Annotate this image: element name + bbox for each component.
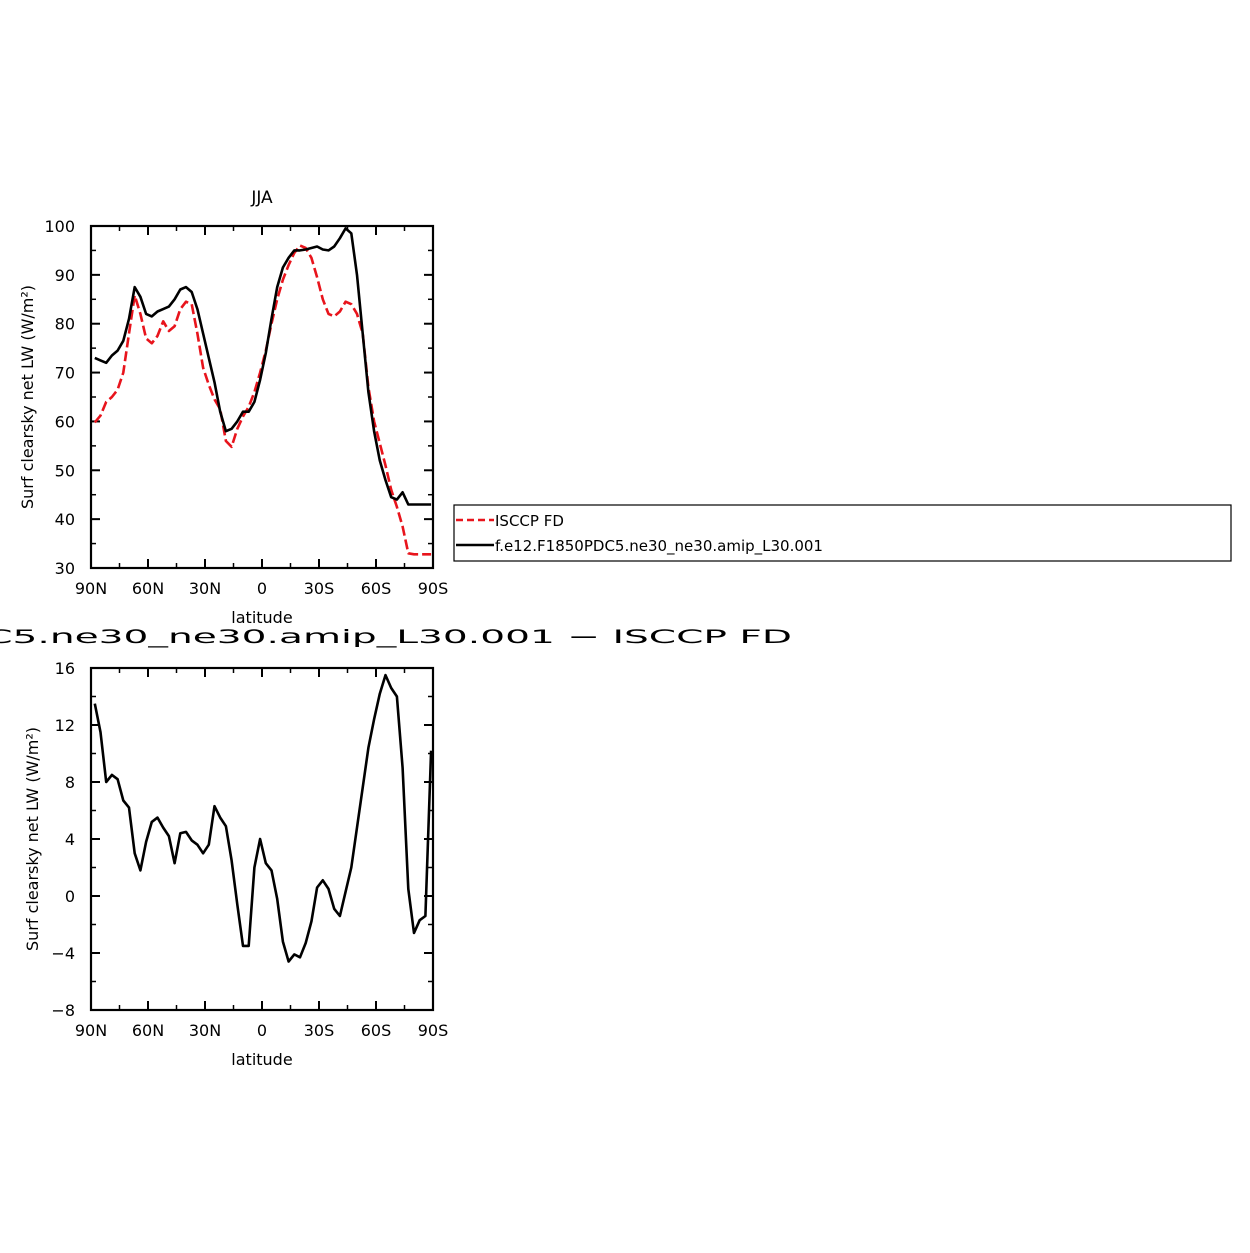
bottom-panel-series-line-0: [93, 673, 433, 963]
bottom-panel-xtick-label: 30N: [189, 1021, 221, 1040]
bottom-panel-xtick-label: 90N: [75, 1021, 107, 1040]
bottom-panel-ytick-label: 4: [65, 830, 75, 849]
bottom-panel-series: [93, 673, 433, 963]
bottom-panel-xtick-label: 60N: [132, 1021, 164, 1040]
bottom-panel-ticks: 90N 60N 30N 0 30S 60S 90S −8 −4 0 4 8 12 16: [51, 659, 448, 1040]
bottom-panel-ytick-label: 12: [55, 716, 75, 735]
top-panel-xtick-label: 90N: [75, 579, 107, 598]
top-panel-series: [93, 227, 432, 556]
bottom-panel-ytick-label: 0: [65, 887, 75, 906]
top-panel-xtick-label: 60N: [132, 579, 164, 598]
top-panel-ytick-label: 40: [55, 510, 75, 529]
bottom-panel-xtick-label: 30S: [304, 1021, 335, 1040]
bottom-panel-xtick-label: 0: [257, 1021, 267, 1040]
bottom-panel-frame: [89, 666, 435, 1012]
top-panel-ytick-label: 100: [44, 217, 75, 236]
legend: ISCCP FD f.e12.F1850PDC5.ne30_ne30.amip_…: [453, 504, 1232, 562]
top-panel-series-line-0: [93, 244, 432, 556]
top-panel-frame: [89, 224, 435, 570]
top-panel-xtick-label: 0: [257, 579, 267, 598]
bottom-panel-xtick-label: 90S: [418, 1021, 449, 1040]
bottom-panel: f.e12.F1850PDC5.ne30_ne30.amip_L30.001 −…: [0, 626, 792, 1069]
bottom-panel-xlabel: latitude: [231, 1050, 292, 1069]
legend-box: [453, 504, 1232, 562]
legend-label-model: f.e12.F1850PDC5.ne30_ne30.amip_L30.001: [495, 537, 823, 556]
bottom-panel-ytick-label: 8: [65, 773, 75, 792]
top-panel-xlabel: latitude: [231, 608, 292, 627]
top-panel-xtick-label: 60S: [361, 579, 392, 598]
top-panel-ylabel: Surf clearsky net LW (W/m²): [18, 285, 37, 509]
top-panel-xtick-label: 30S: [304, 579, 335, 598]
top-panel-ytick-label: 90: [55, 266, 75, 285]
bottom-panel-ytick-label: 16: [55, 659, 75, 678]
legend-label-isccp: ISCCP FD: [495, 512, 564, 530]
top-panel-ytick-label: 60: [55, 412, 75, 431]
bottom-panel-title: f.e12.F1850PDC5.ne30_ne30.amip_L30.001 −…: [0, 626, 792, 648]
top-panel-xtick-label: 90S: [418, 579, 449, 598]
bottom-panel-ylabel: Surf clearsky net LW (W/m²): [23, 727, 42, 951]
top-panel-ytick-label: 30: [55, 559, 75, 578]
bottom-panel-ytick-label: −4: [51, 944, 75, 963]
bottom-panel-ytick-label: −8: [51, 1001, 75, 1020]
top-panel-title: JJA: [250, 188, 273, 208]
top-panel-ticks: 90N 60N 30N 0 30S 60S 90S 30 40 50 60 70 80 90 100: [44, 217, 448, 598]
top-panel-series-line-1: [94, 227, 432, 506]
top-panel-ytick-label: 70: [55, 364, 75, 383]
top-panel: JJA 90N 60N 30N 0 30S 60S 90S 30 40 50 60 70 80 90 100…: [18, 188, 448, 627]
top-panel-ytick-label: 80: [55, 315, 75, 334]
top-panel-xtick-label: 30N: [189, 579, 221, 598]
bottom-panel-xtick-label: 60S: [361, 1021, 392, 1040]
top-panel-ytick-label: 50: [55, 461, 75, 480]
